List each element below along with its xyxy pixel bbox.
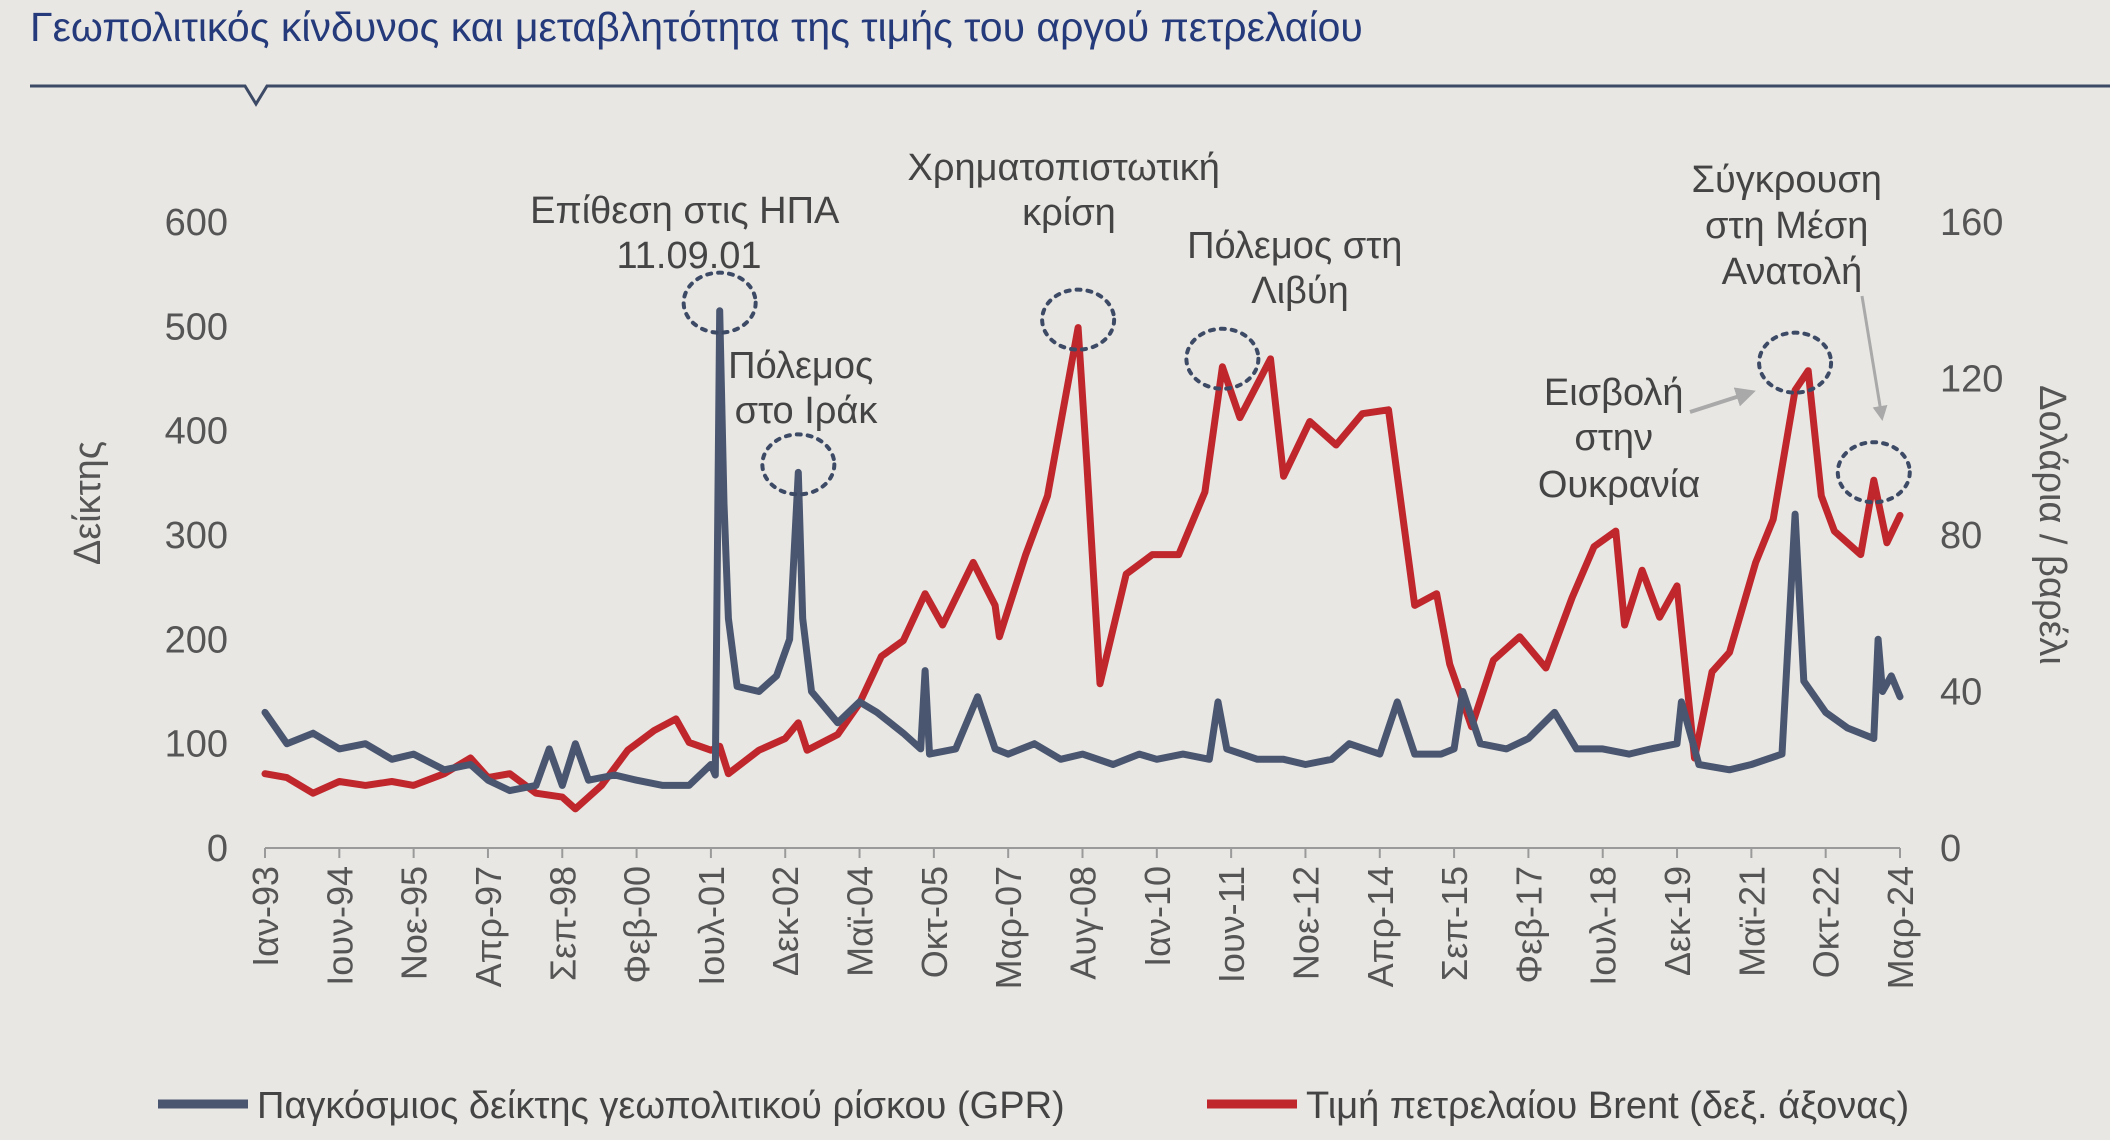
annotation-middle-east-conflict-line-3: Ανατολή	[1722, 251, 1863, 293]
x-axis: Ιαν-93 Ιουν-94 Νοε-95 Απρ-97 Σεπ-98 Φεβ-00 Ιου…	[245, 847, 1921, 989]
y-right-ticks: 0 40 80 120 160	[1940, 202, 2003, 870]
x-tick-label: Μαϊ-21	[1731, 866, 1772, 977]
annotation-libya-war-line-1: Πόλεμος στη	[1187, 225, 1402, 267]
annotation-circles	[681, 270, 1912, 505]
annotation-iraq-war: Πόλεμος στο Ιράκ	[728, 345, 884, 432]
annotation-financial-crisis-line-1: Χρηματοπιστωτική	[908, 147, 1220, 189]
chart-title: Γεωπολιτικός κίνδυνος και μεταβλητότητα …	[30, 4, 1363, 50]
annotation-middle-east-conflict: Σύγκρουση στη Μέση Ανατολή	[1692, 159, 1893, 293]
annotation-financial-crisis: Χρηματοπιστωτική κρίση	[908, 147, 1231, 234]
annotation-ukraine-invasion: Εισβολή στην Ουκρανία	[1538, 372, 1700, 506]
x-tick-label: Οκτ-22	[1806, 866, 1847, 978]
x-tick-label: Αυγ-08	[1063, 866, 1104, 980]
circle-libya-war	[1184, 326, 1261, 391]
legend-brent-label: Τιμή πετρελαίου Brent (δεξ. άξονας)	[1306, 1085, 1909, 1127]
middle-east-arrow	[1860, 295, 1888, 421]
y-right-axis-title: Δολάρια / βαρέλι	[2031, 385, 2073, 665]
x-tick-label: Σεπ-15	[1434, 866, 1475, 981]
y-right-tick-label: 160	[1940, 202, 2003, 244]
x-tick-label: Ιουν-11	[1211, 866, 1252, 983]
x-tick-label: Φεβ-17	[1508, 866, 1549, 984]
series-layer	[261, 307, 1904, 813]
x-tick-label: Ιουλ-18	[1583, 866, 1624, 986]
circle-9-11	[681, 270, 758, 335]
y-left-tick-label: 100	[165, 724, 228, 766]
annotation-middle-east-conflict-line-2: στη Μέση	[1705, 205, 1868, 247]
y-left-tick-label: 200	[165, 619, 228, 661]
x-tick-label: Νοε-12	[1285, 866, 1326, 980]
circle-iraq-war	[760, 432, 837, 497]
x-tick-label: Νοε-95	[394, 866, 435, 980]
y-left-axis-title: Δείκτης	[67, 441, 109, 565]
x-tick-label: Ιουλ-01	[691, 866, 732, 986]
x-tick-label: Δεκ-19	[1657, 866, 1698, 976]
x-tick-label: Σεπ-98	[542, 866, 583, 981]
y-right-tick-label: 80	[1940, 515, 1982, 557]
x-tick-label: Ιαν-10	[1137, 866, 1178, 967]
circle-middle-east-conflict	[1835, 440, 1912, 505]
circle-ukraine-invasion	[1757, 330, 1834, 395]
x-tick-label: Ιαν-93	[245, 866, 286, 967]
x-tick-label: Μαρ-07	[988, 866, 1029, 989]
legend: Παγκόσμιος δείκτης γεωπολιτικού ρίσκου (…	[158, 1085, 1909, 1127]
y-left-tick-label: 500	[165, 306, 228, 348]
x-tick-label: Απρ-14	[1360, 866, 1401, 987]
circle-financial-crisis	[1040, 287, 1117, 352]
x-tick-label: Μαρ-24	[1880, 866, 1921, 989]
y-right-tick-label: 40	[1940, 672, 1982, 714]
annotation-iraq-war-line-2: στο Ιράκ	[735, 390, 879, 432]
x-tick-label: Μαϊ-04	[840, 866, 881, 977]
y-left-tick-label: 0	[207, 828, 228, 870]
y-right-tick-label: 120	[1940, 359, 2003, 401]
y-left-tick-label: 600	[165, 202, 228, 244]
y-left-tick-label: 300	[165, 515, 228, 557]
y-left-tick-label: 400	[165, 411, 228, 453]
annotation-middle-east-conflict-line-1: Σύγκρουση	[1692, 159, 1882, 201]
brent-series-line	[261, 324, 1904, 813]
annotation-9-11-line-2: 11.09.01	[616, 235, 761, 277]
annotation-financial-crisis-line-2: κρίση	[1022, 192, 1116, 234]
annotation-ukraine-invasion-line-2: στην	[1574, 417, 1653, 459]
y-left-ticks: 0 100 200 300 400 500 600	[165, 202, 228, 870]
gpr-series-line	[261, 307, 1904, 795]
annotation-9-11: Επίθεση στις ΗΠΑ 11.09.01	[530, 190, 848, 277]
annotation-ukraine-invasion-line-1: Εισβολή	[1544, 372, 1684, 414]
annotation-iraq-war-line-1: Πόλεμος	[728, 345, 873, 387]
x-tick-label: Δεκ-02	[765, 866, 806, 976]
legend-gpr-label: Παγκόσμιος δείκτης γεωπολιτικού ρίσκου (…	[257, 1085, 1065, 1127]
ukraine-arrow	[1689, 387, 1756, 414]
title-rule	[30, 84, 2110, 107]
y-right-tick-label: 0	[1940, 828, 1961, 870]
annotation-libya-war-line-2: Λιβύη	[1251, 270, 1349, 312]
x-tick-label: Ιουν-94	[319, 866, 360, 986]
x-tick-label: Απρ-97	[468, 866, 509, 987]
annotation-ukraine-invasion-line-3: Ουκρανία	[1538, 464, 1700, 506]
x-tick-label: Φεβ-00	[617, 866, 658, 984]
annotation-libya-war: Πόλεμος στη Λιβύη	[1187, 225, 1413, 312]
x-tick-label: Οκτ-05	[914, 866, 955, 978]
annotation-9-11-line-1: Επίθεση στις ΗΠΑ	[530, 190, 840, 232]
